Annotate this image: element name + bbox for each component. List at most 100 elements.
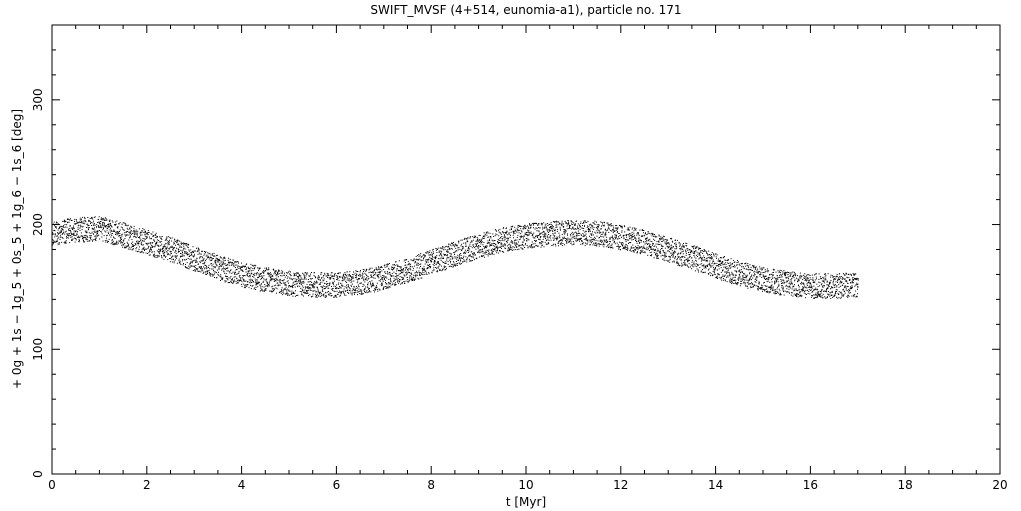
data-point (680, 246, 682, 248)
data-point (283, 288, 285, 290)
data-point (189, 262, 191, 264)
data-point (403, 268, 404, 270)
data-point (355, 270, 357, 272)
data-point (591, 234, 593, 236)
data-point (266, 282, 268, 284)
data-point (577, 228, 579, 230)
data-point (431, 272, 433, 274)
data-point (288, 286, 290, 288)
data-point (362, 293, 364, 295)
data-point (321, 281, 323, 283)
data-point (141, 249, 143, 251)
data-point (536, 240, 537, 242)
data-point (86, 230, 88, 232)
data-point (659, 252, 661, 254)
data-point (453, 262, 455, 264)
data-point (522, 237, 524, 239)
data-point (173, 243, 175, 245)
data-point (217, 273, 219, 275)
data-point (489, 232, 491, 234)
data-point (610, 225, 612, 227)
data-point (180, 241, 182, 243)
data-point (422, 259, 424, 261)
data-point (646, 249, 648, 251)
data-point (469, 254, 471, 256)
data-point (650, 255, 652, 257)
data-point (74, 220, 75, 222)
data-point (444, 254, 445, 256)
data-point (308, 288, 310, 290)
data-point (613, 230, 615, 232)
data-point (149, 254, 151, 256)
data-point (692, 251, 694, 253)
data-point (163, 255, 165, 257)
data-point (480, 241, 482, 243)
data-point (379, 273, 381, 275)
data-point (702, 257, 704, 259)
data-point (279, 282, 281, 284)
data-point (567, 233, 568, 235)
data-point (420, 260, 422, 262)
data-point (296, 276, 298, 278)
data-point (77, 236, 79, 238)
data-point (211, 273, 213, 275)
data-point (496, 230, 498, 232)
data-point (211, 265, 213, 267)
data-point (668, 243, 670, 245)
data-point (146, 237, 148, 239)
data-point (286, 274, 287, 276)
data-point (106, 235, 108, 237)
data-point (381, 270, 383, 272)
data-point (449, 265, 451, 267)
data-point (131, 239, 133, 241)
data-point (529, 224, 531, 226)
data-point (392, 275, 394, 277)
data-point (224, 259, 226, 261)
y-tick-label: 100 (31, 338, 45, 361)
data-point (500, 237, 502, 238)
data-point (401, 276, 403, 278)
data-point (337, 283, 339, 285)
data-point (611, 246, 613, 248)
data-point (218, 260, 220, 261)
data-point (83, 241, 85, 243)
data-point (350, 285, 352, 287)
data-point (642, 235, 644, 237)
data-point (167, 253, 169, 255)
data-point (460, 255, 462, 256)
data-point (467, 248, 469, 250)
data-point (202, 263, 204, 264)
data-point (223, 266, 225, 268)
data-point (75, 223, 77, 225)
data-point (301, 285, 303, 287)
data-point (161, 248, 163, 250)
data-point (699, 253, 701, 255)
data-point (269, 290, 271, 292)
data-point (427, 251, 429, 253)
data-point (639, 253, 641, 255)
data-point (363, 289, 365, 290)
data-point (485, 250, 487, 252)
data-point (62, 232, 64, 234)
data-point (100, 218, 102, 220)
data-point (192, 250, 194, 252)
data-point (390, 279, 392, 281)
data-point (247, 275, 248, 277)
data-point (649, 245, 651, 247)
data-point (607, 229, 609, 231)
data-point (351, 277, 353, 279)
data-point (541, 224, 543, 226)
data-point (407, 268, 408, 270)
data-point (658, 234, 660, 236)
data-point (187, 253, 189, 255)
data-point (515, 249, 517, 250)
data-point (513, 247, 515, 249)
data-point (540, 233, 542, 235)
data-point (696, 260, 698, 262)
data-point (287, 276, 289, 278)
data-point (501, 236, 503, 237)
data-point (311, 278, 313, 279)
data-point (237, 282, 239, 284)
data-point (275, 272, 276, 274)
data-point (360, 270, 361, 272)
